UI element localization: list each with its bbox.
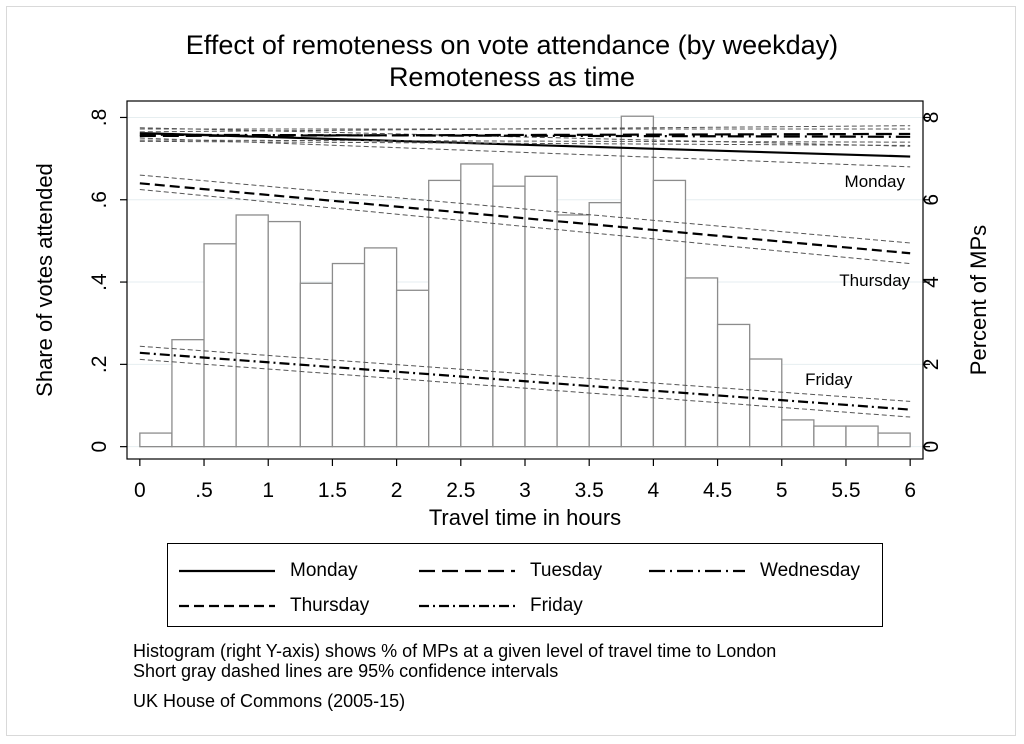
x-tick-label: 5.5 xyxy=(831,479,860,502)
ci-line-thursday xyxy=(139,188,911,265)
histogram-bar xyxy=(460,163,494,448)
series-line-friday xyxy=(139,351,911,411)
chart-svg: Monday Thursday Friday 0 .5 1 1.5 2 2.5 3 3.5 4 4.5 5… xyxy=(32,100,991,530)
x-tick-label: 3 xyxy=(519,479,531,502)
histogram-bar xyxy=(267,220,301,448)
x-axis-title: Travel time in hours xyxy=(429,505,621,530)
series-line-wednesday xyxy=(139,133,911,138)
histogram-bar xyxy=(235,214,269,448)
x-tick-label: 2 xyxy=(391,479,403,502)
ci-line-monday xyxy=(139,137,911,168)
legend-label-thursday: Thursday xyxy=(290,595,370,616)
y-right-tick-label: 4 xyxy=(920,276,943,288)
histogram-bar xyxy=(139,432,173,448)
series-wednesday xyxy=(139,128,911,146)
legend-swatch-friday xyxy=(419,604,515,608)
x-tick-label: 6 xyxy=(904,479,916,502)
x-tick-label: 3.5 xyxy=(575,479,604,502)
x-tick-label: 5 xyxy=(776,479,788,502)
x-tick-label: 0 xyxy=(134,479,146,502)
histogram-bar xyxy=(652,179,687,448)
histogram-bar xyxy=(845,425,879,448)
note-histogram: Histogram (right Y-axis) shows % of MPs … xyxy=(133,641,777,661)
legend-swatch-tuesday xyxy=(419,569,515,573)
y-left-tick-label: .4 xyxy=(88,273,111,291)
series-line-thursday xyxy=(139,182,911,255)
annotation-monday: Monday xyxy=(845,172,906,191)
x-tick-label: 4 xyxy=(648,479,660,502)
legend-label-monday: Monday xyxy=(290,560,358,581)
histogram-bar xyxy=(813,425,847,448)
annotation-thursday: Thursday xyxy=(839,271,910,290)
chart-title: Effect of remoteness on vote attendance … xyxy=(185,30,839,60)
ci-line-wednesday xyxy=(139,140,911,146)
histogram-bar xyxy=(428,179,462,448)
histogram-bar xyxy=(395,289,430,448)
y-right-tick-label: 8 xyxy=(920,112,943,124)
chart-subtitle: Remoteness as time xyxy=(388,62,636,92)
histogram-bar xyxy=(716,323,751,448)
legend-swatch-monday xyxy=(179,569,275,573)
series-line-tuesday xyxy=(139,132,911,138)
histogram-bar xyxy=(877,432,911,448)
histogram xyxy=(139,115,911,448)
source-note: UK House of Commons (2005-15) xyxy=(133,691,406,711)
y-left-tick-label: .2 xyxy=(88,356,111,374)
x-tick-label: 2.5 xyxy=(446,479,475,502)
histogram-bar xyxy=(331,262,366,448)
legend-swatch-wednesday xyxy=(649,569,745,573)
legend-label-wednesday: Wednesday xyxy=(760,560,860,581)
y-left-tick-label: .8 xyxy=(88,109,111,127)
legend-swatch-thursday xyxy=(179,604,275,608)
x-tick-label: 4.5 xyxy=(703,479,732,502)
ci-line-friday xyxy=(139,358,911,418)
y-left-tick-label: .6 xyxy=(88,191,111,209)
ci-line-friday xyxy=(139,345,911,402)
y-left-axis-title: Share of votes attended xyxy=(32,163,57,397)
legend: Monday Tuesday Wednesday Thursday Friday xyxy=(167,543,883,627)
x-tick-label: 1.5 xyxy=(318,479,347,502)
legend-label-friday: Friday xyxy=(530,595,583,616)
y-right-tick-label: 0 xyxy=(920,441,943,453)
histogram-bar xyxy=(203,243,237,448)
histogram-bar xyxy=(749,358,783,448)
histogram-bar xyxy=(524,175,558,448)
histogram-bar xyxy=(620,115,655,448)
histogram-bar xyxy=(781,419,815,448)
histogram-bar xyxy=(588,201,622,448)
legend-label-tuesday: Tuesday xyxy=(530,560,603,581)
annotation-friday: Friday xyxy=(805,370,853,389)
series-thursday xyxy=(139,174,911,265)
y-right-tick-label: 6 xyxy=(920,194,943,206)
x-tick-label: 1 xyxy=(262,479,274,502)
ci-line-tuesday xyxy=(139,139,911,143)
y-right-tick-label: 2 xyxy=(920,359,943,371)
histogram-bar xyxy=(363,247,398,448)
series-friday xyxy=(139,345,911,418)
y-left-tick-label: 0 xyxy=(88,441,111,453)
histogram-bar xyxy=(684,277,719,448)
note-confidence: Short gray dashed lines are 95% confiden… xyxy=(133,661,559,681)
y-right-axis-title: Percent of MPs xyxy=(966,225,991,375)
ci-line-thursday xyxy=(139,174,911,244)
histogram-bar xyxy=(556,214,590,448)
series-line-monday xyxy=(139,131,911,158)
x-tick-label: .5 xyxy=(195,479,213,502)
